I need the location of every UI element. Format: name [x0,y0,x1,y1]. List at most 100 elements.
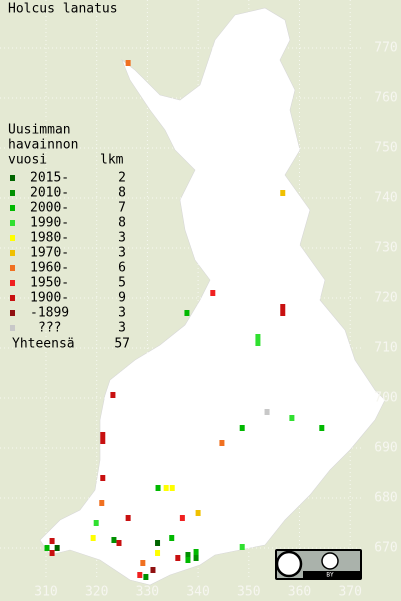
observation [100,438,106,444]
legend-count-heading: lkm [100,153,124,168]
observation [289,415,295,421]
legend-swatch [10,235,15,241]
observation [280,190,286,196]
x-tick-label: 360 [288,585,311,600]
legend-count: 3 [118,231,126,246]
legend-label: 2015- [30,171,69,186]
observation [110,392,116,398]
license-text: BY [326,572,334,579]
observation [184,310,190,316]
badge-strip [303,571,360,578]
legend-count: 2 [118,171,126,186]
legend-swatch [10,205,15,211]
observation [280,304,286,310]
observation [143,574,149,580]
y-tick-label: 720 [374,291,397,306]
legend-swatch [10,280,15,286]
map-title: Holcus lanatus [8,2,118,17]
legend-label: 1990- [30,216,69,231]
legend-swatch [10,325,15,331]
observation [163,485,169,491]
y-tick-label: 690 [374,441,397,456]
x-tick-label: 320 [85,585,108,600]
observation [193,555,199,561]
legend-swatch [10,220,15,226]
x-tick-label: 370 [338,585,361,600]
observation [195,510,201,516]
legend-label: 1950- [30,276,69,291]
observation [155,485,161,491]
observation [49,538,55,544]
x-tick-label: 310 [34,585,57,600]
legend-swatch [10,295,15,301]
legend-heading: havainnon [8,138,78,153]
legend-label: ??? [38,321,61,336]
license-badge: BY [275,549,362,580]
observation [49,550,55,556]
y-tick-label: 770 [374,41,397,56]
observation [185,557,191,563]
legend-label: 1960- [30,261,69,276]
observations [44,60,325,580]
cc-icon [275,550,303,578]
observation [239,425,245,431]
legend-count: 9 [118,291,126,306]
observation [175,555,181,561]
y-tick-label: 760 [374,91,397,106]
legend-label: 2000- [30,201,69,216]
legend-swatch [10,265,15,271]
observation [169,485,175,491]
observation [264,409,270,415]
observation [185,552,191,558]
legend-label: 1980- [30,231,69,246]
observation [125,515,131,521]
legend-label: -1899 [30,306,69,321]
legend-swatch [10,250,15,256]
legend-count: 3 [118,306,126,321]
observation [140,560,146,566]
observation [280,310,286,316]
observation [100,475,106,481]
observation [255,340,261,346]
y-tick-label: 710 [374,341,397,356]
legend-count: 5 [118,276,126,291]
observation [99,500,105,506]
observation [100,432,106,438]
y-tick-label: 740 [374,191,397,206]
observation [255,334,261,340]
observation [125,60,131,66]
legend-swatch [10,310,15,316]
observation [137,572,143,578]
observation [44,545,50,551]
by-icon [321,552,339,570]
observation [54,545,60,551]
legend-count: 7 [118,201,126,216]
legend-count: 6 [118,261,126,276]
legend-total-label: Yhteensä [12,337,75,352]
legend-label: 1970- [30,246,69,261]
finland [39,7,386,586]
y-tick-label: 730 [374,241,397,256]
y-tick-label: 670 [374,541,397,556]
x-tick-label: 340 [186,585,209,600]
observation [169,535,175,541]
legend-label: 1900- [30,291,69,306]
legend-total: 57 [114,337,130,352]
observation [111,537,117,543]
x-tick-label: 330 [136,585,159,600]
observation [210,290,216,296]
y-tick-label: 750 [374,141,397,156]
observation [150,567,156,573]
observation [116,540,122,546]
y-tick-label: 680 [374,491,397,506]
observation [90,535,96,541]
legend-count: 8 [118,186,126,201]
legend-swatch [10,190,15,196]
observation [93,520,99,526]
observation [179,515,185,521]
observation [155,550,161,556]
x-tick-label: 350 [237,585,260,600]
